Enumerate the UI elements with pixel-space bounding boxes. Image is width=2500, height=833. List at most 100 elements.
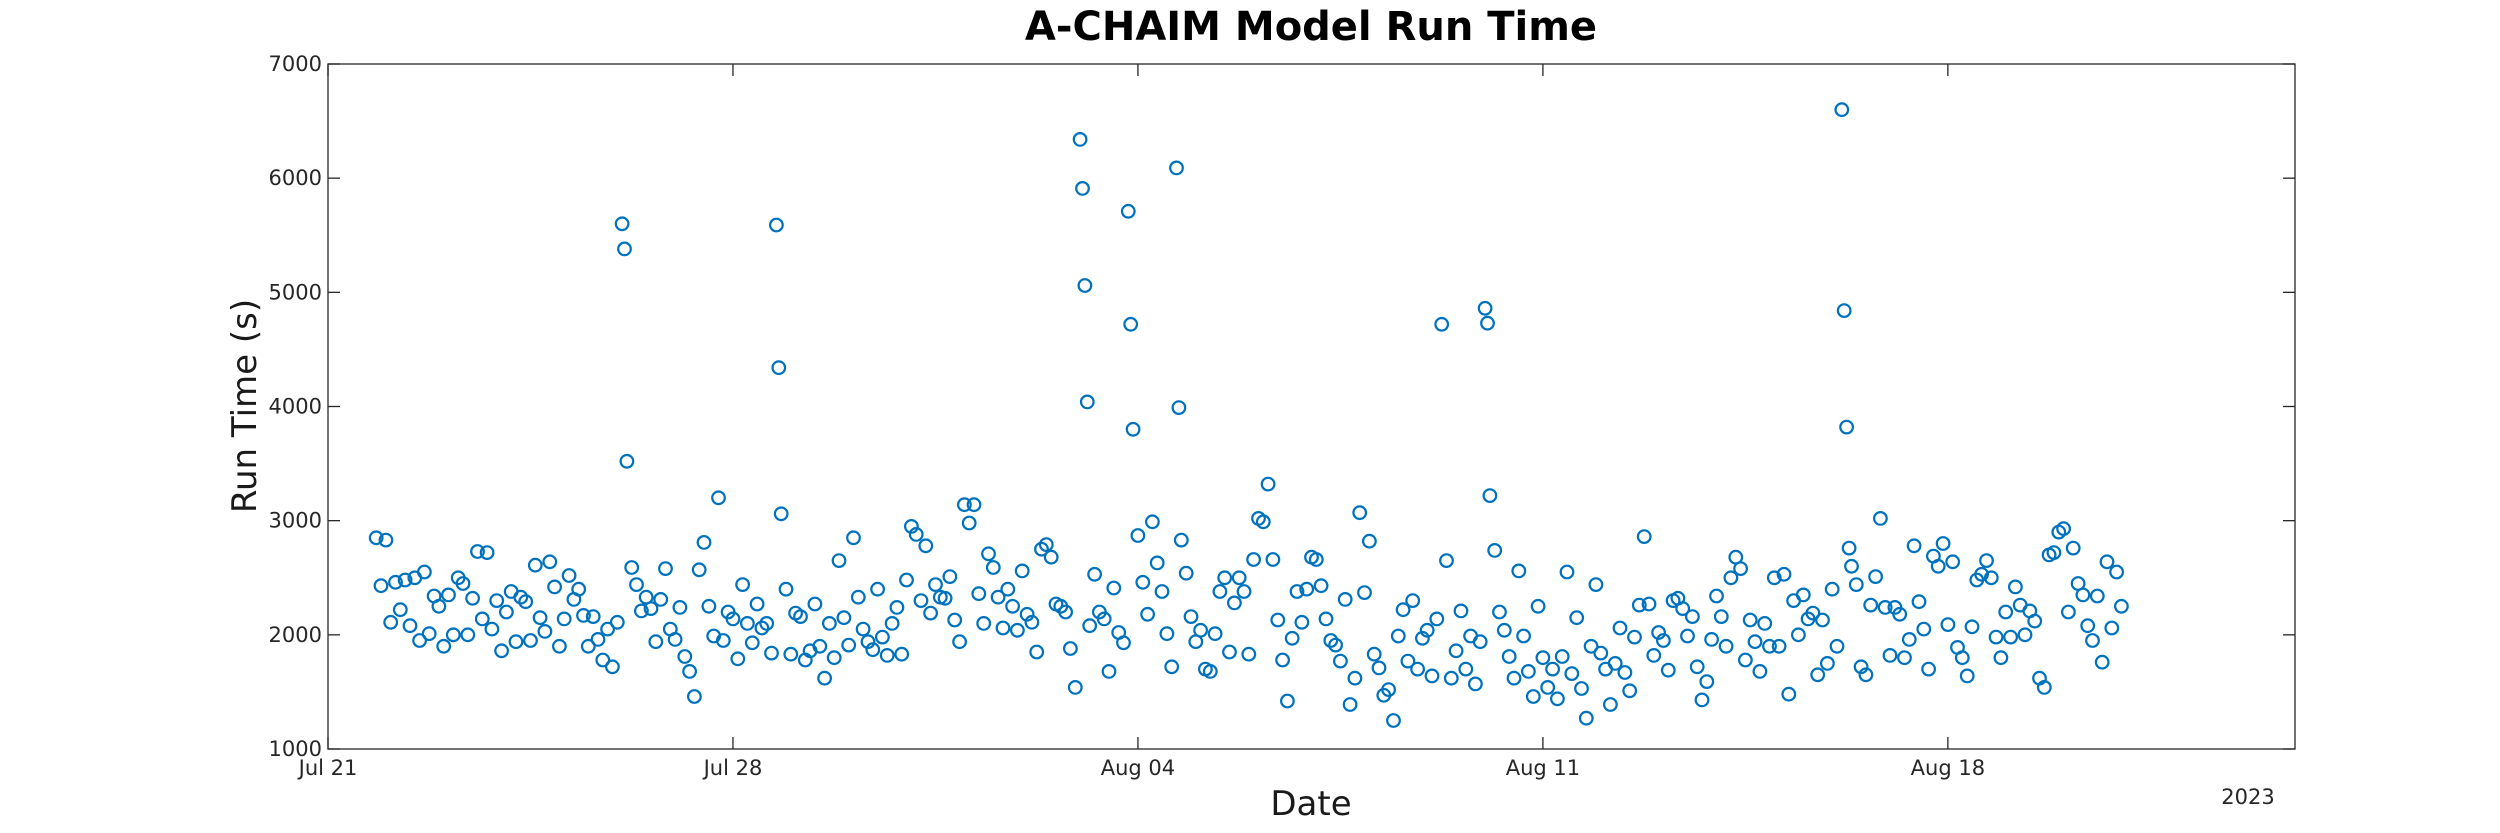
- data-point: [1183, 609, 1199, 624]
- data-point: [542, 554, 558, 570]
- data-point: [957, 497, 972, 513]
- data-point: [817, 670, 832, 686]
- data-point: [841, 637, 857, 653]
- y-axis-label: Run Time (s): [225, 299, 265, 513]
- data-point: [1000, 581, 1016, 597]
- data-point: [822, 616, 837, 631]
- data-point: [1901, 632, 1917, 647]
- data-point: [2109, 564, 2125, 580]
- data-point: [1005, 598, 1020, 614]
- data-point: [605, 659, 620, 675]
- data-point: [1853, 659, 1869, 675]
- data-point: [860, 634, 876, 650]
- data-point: [879, 648, 895, 663]
- data-point: [1337, 592, 1353, 607]
- data-point: [624, 560, 640, 575]
- data-point: [1771, 638, 1787, 654]
- data-point: [392, 602, 408, 618]
- data-point: [735, 577, 750, 592]
- data-point: [1723, 570, 1739, 586]
- data-point: [783, 646, 799, 662]
- data-point: [1424, 668, 1440, 684]
- data-point: [2027, 613, 2043, 629]
- data-point: [913, 593, 929, 608]
- data-point: [1144, 514, 1160, 530]
- data-point: [1270, 612, 1286, 628]
- data-point: [850, 589, 866, 605]
- data-point: [1453, 603, 1469, 619]
- data-point: [1434, 316, 1450, 332]
- data-point: [1841, 540, 1857, 556]
- data-point: [923, 605, 938, 621]
- data-point: [489, 593, 505, 608]
- data-point: [918, 538, 934, 554]
- data-point: [537, 624, 553, 639]
- data-point: [1439, 553, 1454, 568]
- data-point: [1583, 638, 1599, 654]
- data-point: [1477, 300, 1493, 316]
- data-point: [1979, 553, 1994, 568]
- data-point: [1993, 650, 2009, 666]
- data-point: [1265, 552, 1281, 567]
- data-point: [1964, 619, 1980, 635]
- data-point: [619, 453, 635, 469]
- data-point: [1612, 620, 1628, 636]
- data-point: [1631, 597, 1647, 613]
- data-point: [1366, 646, 1382, 662]
- data-point: [1988, 629, 2004, 645]
- data-point: [585, 609, 601, 624]
- data-point: [740, 616, 755, 631]
- data-point: [778, 581, 794, 597]
- data-point: [523, 633, 538, 648]
- data-point: [1713, 609, 1729, 624]
- data-point: [388, 574, 403, 590]
- data-point: [1564, 666, 1580, 681]
- x-axis: Jul 21 Jul 28 Aug 04 Aug 11 Aug 18: [297, 64, 1985, 780]
- data-point: [1173, 532, 1189, 548]
- data-point: [807, 596, 823, 612]
- data-point: [1578, 710, 1594, 726]
- data-point: [1226, 595, 1242, 611]
- data-point: [1694, 692, 1710, 708]
- data-point: [1260, 476, 1276, 492]
- data-point: [1386, 713, 1401, 728]
- y-tick-label: 1000: [269, 737, 322, 761]
- data-point: [1323, 633, 1339, 648]
- data-point: [846, 530, 861, 546]
- data-point: [826, 650, 842, 666]
- data-point: [1492, 604, 1507, 620]
- data-point: [966, 497, 982, 513]
- data-point: [855, 621, 871, 637]
- data-point: [1622, 683, 1638, 699]
- data-point: [643, 601, 659, 616]
- data-point: [653, 592, 669, 607]
- data-point: [1328, 637, 1343, 653]
- data-point: [1414, 630, 1430, 646]
- data-point: [1940, 617, 1956, 632]
- data-point: [1863, 597, 1879, 613]
- data-point: [1535, 650, 1551, 666]
- data-point: [1135, 574, 1151, 590]
- data-point: [1480, 315, 1495, 331]
- data-point: [1574, 681, 1589, 696]
- data-point: [1680, 628, 1695, 644]
- data-point: [1930, 558, 1946, 574]
- data-point: [836, 610, 852, 626]
- x-tick-label: Jul 28: [702, 756, 763, 780]
- data-point: [1395, 602, 1411, 618]
- data-point: [648, 634, 664, 650]
- data-point: [474, 611, 490, 627]
- data-point: [590, 632, 606, 647]
- data-point: [2036, 680, 2052, 695]
- data-point: [2104, 620, 2120, 636]
- data-point: [894, 646, 910, 662]
- plot-area-frame: [327, 63, 2296, 750]
- data-point: [1202, 664, 1218, 679]
- data-point: [1945, 554, 1961, 570]
- data-point: [1545, 661, 1560, 677]
- data-point: [2113, 598, 2129, 614]
- data-point: [773, 506, 789, 522]
- data-point: [1781, 686, 1797, 702]
- data-point: [1171, 400, 1187, 416]
- data-point: [1829, 638, 1845, 654]
